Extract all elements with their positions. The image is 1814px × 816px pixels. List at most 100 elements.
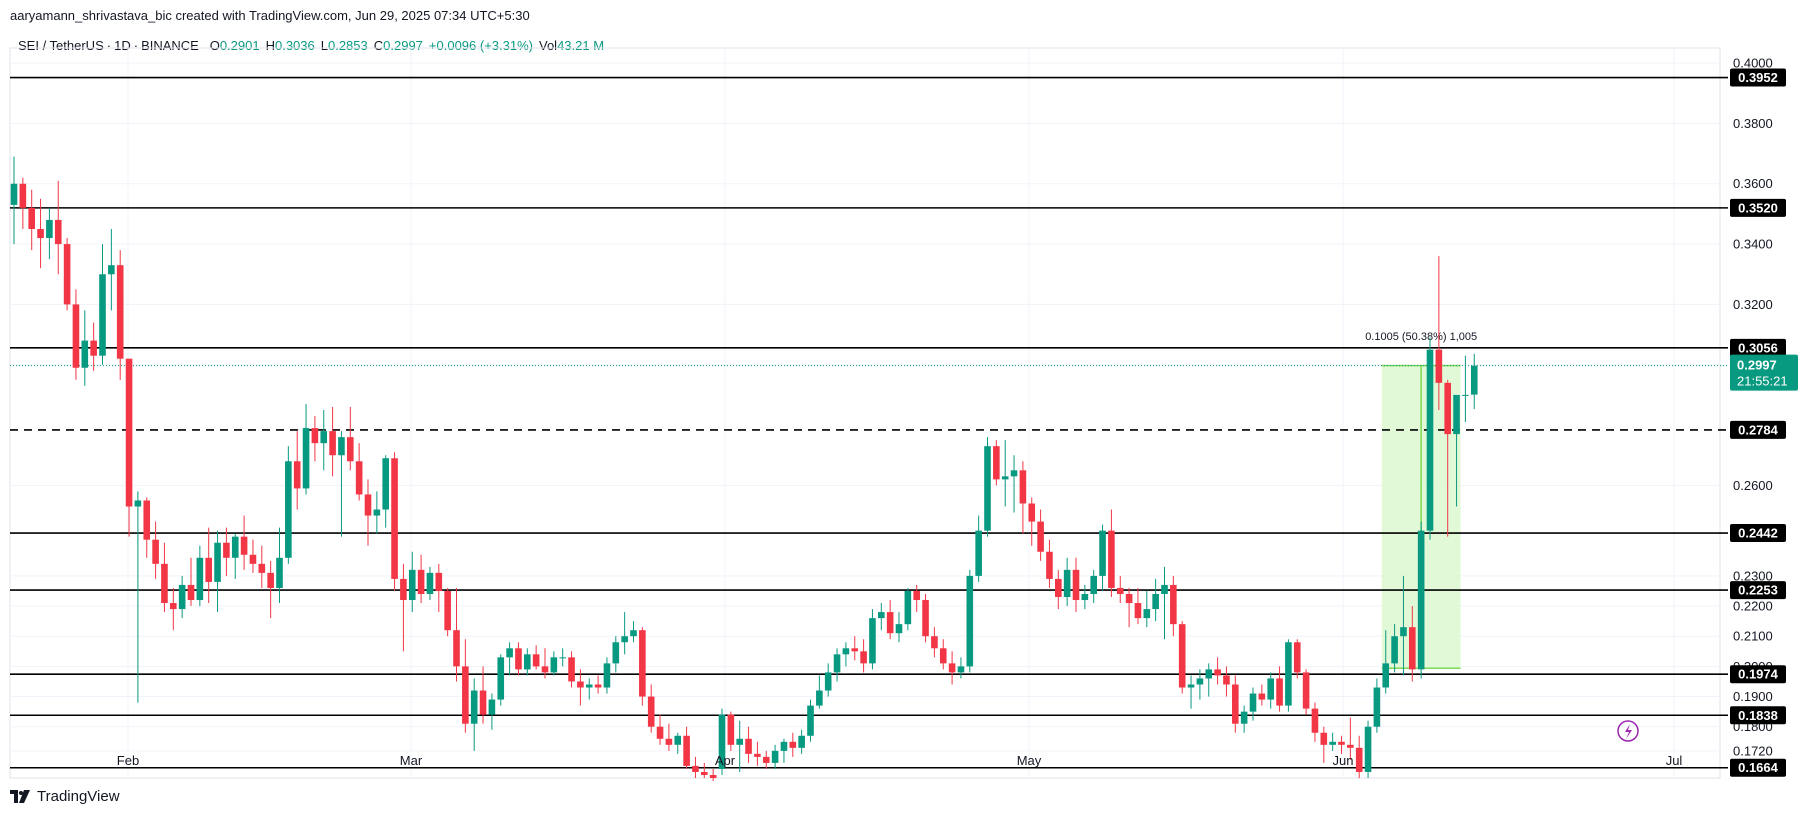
candle-body [506, 648, 513, 658]
x-tick-label: Apr [715, 753, 736, 768]
candle [630, 621, 637, 643]
candle [1178, 621, 1186, 694]
candle-body [1417, 530, 1425, 670]
candle [488, 693, 496, 730]
candle [1338, 735, 1345, 754]
candle-body [391, 458, 398, 579]
candle [1232, 675, 1239, 733]
candle-body [1276, 678, 1283, 706]
candle-body [559, 657, 566, 659]
legend-exchange: BINANCE [141, 38, 199, 53]
candle-body [408, 569, 416, 601]
candle [506, 642, 513, 676]
candle-body [1258, 693, 1266, 700]
candle [736, 720, 743, 772]
candle-body [293, 461, 301, 489]
candle [400, 563, 407, 652]
lightning-icon[interactable] [1617, 720, 1639, 742]
candle [462, 639, 469, 733]
candle [1099, 524, 1106, 591]
candle [1391, 624, 1398, 673]
legend-change: +0.0096 (+3.31%) [428, 38, 533, 53]
candle-body [1223, 675, 1230, 685]
axes: Feb Mar Apr May Jun Jul 0.4000 0.3800 0.3600 0.34… [117, 56, 1798, 777]
candle [833, 648, 841, 682]
candle-body [1444, 382, 1451, 435]
candle [922, 593, 929, 643]
candle [895, 612, 903, 643]
candle [1143, 590, 1151, 628]
candle-body [603, 663, 611, 688]
candle [1055, 569, 1062, 610]
candle [453, 587, 460, 682]
candle-body [125, 358, 133, 507]
candle-body [612, 642, 620, 664]
candle-body [453, 630, 460, 667]
tradingview-branding[interactable]: TradingView [10, 788, 120, 805]
candles [10, 156, 1478, 782]
candle [1417, 521, 1425, 679]
candle [639, 627, 646, 706]
y-tick-label: 0.2300 [1733, 568, 1773, 583]
candle-body [1391, 636, 1398, 664]
candle-body [851, 648, 859, 652]
candle [1373, 678, 1381, 733]
candle [745, 726, 752, 763]
candle [1205, 663, 1213, 697]
candle [1470, 353, 1478, 410]
candle-body [939, 648, 947, 664]
level-price-tag [1730, 665, 1786, 684]
legend-low-label: L [320, 38, 328, 53]
candle-body [1019, 470, 1027, 504]
candle-body [816, 690, 823, 706]
candle [860, 639, 867, 673]
legend-high-label: H [265, 38, 275, 53]
candle [603, 657, 611, 694]
candle-body [1311, 708, 1319, 733]
candle [692, 756, 699, 778]
candle-body [975, 530, 982, 576]
candle [975, 515, 982, 582]
candle [594, 675, 602, 694]
candle-body [913, 590, 920, 601]
candle-body [28, 207, 35, 229]
candle-body [771, 750, 779, 763]
candle-body [46, 219, 53, 239]
candle [754, 741, 761, 766]
candle-body [780, 741, 788, 751]
candle [1037, 509, 1044, 561]
candle-body [1037, 521, 1044, 552]
candle-body [665, 738, 673, 745]
candle [417, 554, 425, 604]
candle [621, 612, 628, 655]
candle-body [922, 600, 929, 637]
candle [966, 569, 974, 673]
candle [54, 180, 62, 275]
candle-body [718, 714, 726, 769]
candle [647, 684, 655, 733]
candle-body [639, 630, 646, 697]
candle [727, 711, 735, 751]
candle [984, 437, 991, 537]
legend-symbol[interactable]: SEI / TetherUS [18, 38, 104, 53]
candle-body [81, 340, 89, 368]
candle [143, 497, 151, 558]
candle-body [886, 612, 894, 634]
candle-body [311, 428, 319, 444]
candle-body [267, 572, 274, 588]
candle-body [948, 663, 956, 673]
legend-interval[interactable]: 1D [114, 38, 131, 53]
candle [479, 666, 487, 724]
candle [249, 539, 257, 573]
candle-body [373, 509, 381, 516]
candle [1400, 575, 1407, 676]
candle-body [1108, 530, 1115, 588]
last-price-label: 0.2997 [1737, 358, 1777, 373]
candle-body [444, 590, 451, 631]
level-price-label: 0.3952 [1738, 70, 1778, 85]
candle-body [355, 461, 363, 495]
candle [1409, 606, 1416, 682]
candle-body [187, 584, 195, 601]
candle-body [1329, 741, 1336, 745]
